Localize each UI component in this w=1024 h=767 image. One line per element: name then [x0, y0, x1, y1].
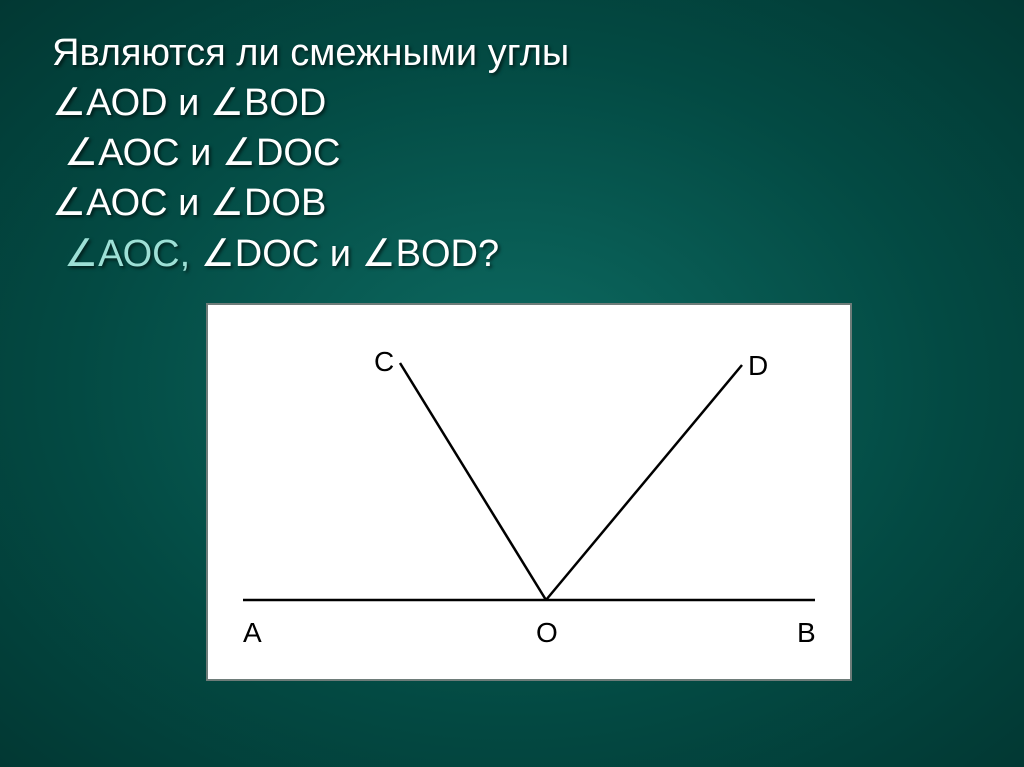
title-line-5c: ∠BOD? — [362, 233, 500, 275]
title-line-1: Являются ли смежными углы — [52, 28, 984, 78]
title-line-5a: ∠АОС, — [64, 233, 201, 275]
title-line-3b: ∠DOC — [222, 132, 341, 174]
title-block: Являются ли смежными углы ∠АОD и ∠BOD ∠А… — [52, 28, 984, 279]
point-label-B: B — [797, 617, 816, 648]
point-label-C: C — [374, 346, 394, 377]
title-line-5b: ∠DOC и — [201, 233, 362, 275]
title-line-3: ∠АОС и ∠DOC — [52, 128, 984, 178]
title-line-4a: ∠АОС и — [52, 182, 210, 224]
title-line-5: ∠АОС, ∠DOC и ∠BOD? — [52, 229, 984, 279]
point-label-O: O — [536, 617, 558, 648]
title-line-2b: ∠BOD — [210, 82, 326, 124]
segment-OC — [400, 363, 546, 600]
point-label-D: D — [748, 350, 768, 381]
title-line-2a: ∠АОD и — [52, 82, 210, 124]
point-label-A: A — [243, 617, 262, 648]
slide: Являются ли смежными углы ∠АОD и ∠BOD ∠А… — [0, 0, 1024, 767]
title-line-4: ∠АОС и ∠DOB — [52, 178, 984, 228]
title-line-4b: ∠DOB — [210, 182, 326, 224]
title-line-2: ∠АОD и ∠BOD — [52, 78, 984, 128]
angle-diagram: A B O C D — [208, 305, 850, 679]
diagram-container: A B O C D — [208, 305, 850, 679]
segment-OD — [546, 365, 742, 600]
title-line-1-text: Являются ли смежными углы — [52, 32, 569, 74]
title-line-3a: ∠АОС и — [64, 132, 222, 174]
